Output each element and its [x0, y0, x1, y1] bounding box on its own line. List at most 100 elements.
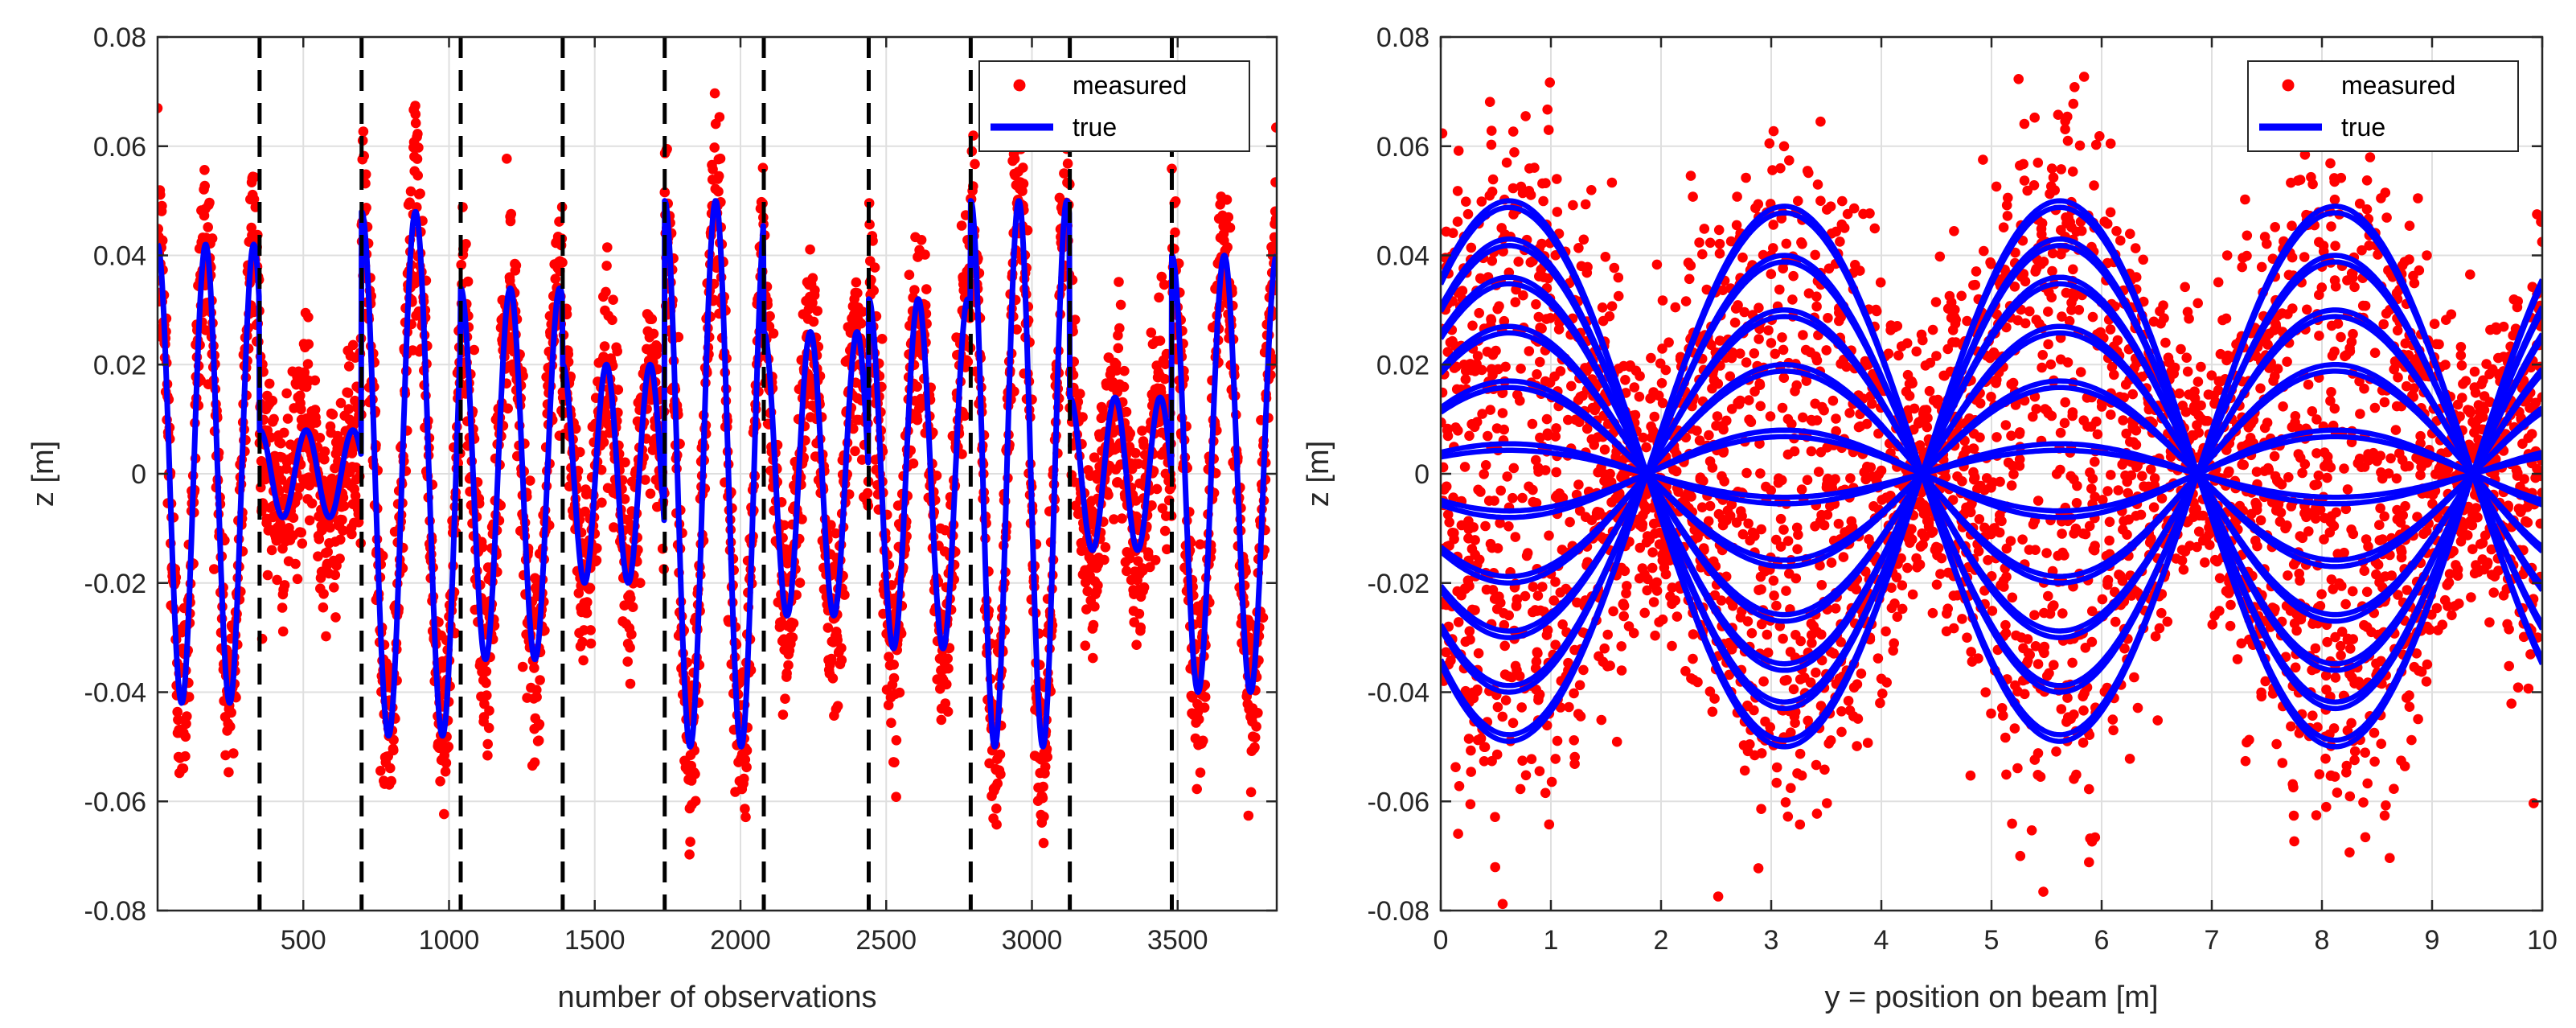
left-measured-point [284, 523, 294, 533]
right-measured-point [2336, 650, 2346, 661]
left-measured-point [1099, 554, 1110, 565]
left-measured-point [462, 276, 474, 287]
left-measured-point [338, 492, 349, 503]
right-measured-point [1507, 492, 1518, 504]
right-measured-point [1825, 201, 1836, 212]
left-measured-point [246, 222, 257, 233]
left-measured-point [603, 419, 613, 430]
left-measured-point [891, 792, 901, 802]
left-measured-point [577, 636, 588, 648]
left-legend-measured-marker [1013, 79, 1026, 92]
right-measured-point [2069, 774, 2079, 784]
left-measured-point [529, 757, 540, 768]
left-measured-point [461, 239, 471, 249]
left-measured-point [272, 574, 282, 586]
left-measured-point [648, 328, 659, 339]
left-measured-point [1009, 154, 1020, 164]
right-measured-point [2087, 311, 2098, 323]
left-measured-point [1245, 787, 1257, 798]
right-measured-point [2078, 705, 2089, 716]
left-measured-point [412, 129, 423, 139]
left-measured-point [409, 278, 420, 289]
right-measured-point [2060, 397, 2070, 408]
left-measured-point [351, 462, 362, 473]
right-measured-point [2504, 660, 2514, 672]
right-measured-point [2311, 448, 2322, 458]
right-measured-point [1526, 754, 1537, 764]
left-measured-point [582, 597, 593, 607]
right-measured-point [2303, 526, 2314, 537]
right-measured-point [1836, 726, 1847, 738]
left-measured-point [715, 153, 726, 164]
left-measured-point [1222, 242, 1233, 253]
right-measured-point [1831, 413, 1841, 424]
left-measured-point [181, 718, 191, 730]
left-measured-point [295, 390, 306, 401]
left-measured-point [204, 197, 215, 208]
left-measured-point [385, 763, 396, 774]
left-measured-point [714, 112, 725, 122]
left-measured-point [279, 427, 289, 438]
left-measured-point [991, 803, 1002, 814]
left-legend-true-label: true [1073, 113, 1117, 142]
left-measured-point [942, 653, 953, 664]
left-measured-point [1125, 428, 1135, 439]
left-measured-point [1131, 639, 1142, 650]
left-measured-point [1117, 513, 1127, 524]
right-measured-point [1606, 177, 1618, 188]
right-measured-point [2283, 570, 2293, 581]
left-measured-point [855, 318, 867, 329]
left-measured-point [607, 315, 617, 326]
right-measured-point [2447, 610, 2457, 621]
right-measured-point [1927, 607, 1938, 619]
left-measured-point [995, 769, 1006, 779]
right-measured-point [1486, 125, 1497, 136]
left-measured-point [1134, 608, 1145, 619]
left-measured-point [602, 242, 613, 253]
right-measured-point [1869, 223, 1881, 234]
left-measured-point [608, 294, 618, 306]
right-measured-point [1707, 463, 1718, 473]
left-y-axis-label: z [m] [27, 441, 60, 507]
left-measured-point [410, 117, 421, 129]
right-measured-point [1755, 468, 1766, 479]
left-measured-point [888, 660, 899, 670]
right-measured-point [1454, 781, 1465, 792]
right-measured-point [1608, 606, 1618, 617]
left-measured-point [302, 359, 314, 369]
left-measured-point [456, 259, 466, 270]
left-measured-point [534, 719, 545, 730]
left-measured-point [888, 672, 900, 684]
left-measured-point [533, 735, 544, 746]
left-measured-point [709, 88, 720, 99]
left-measured-point [1088, 619, 1099, 631]
left-measured-point [276, 438, 286, 449]
left-measured-point [739, 773, 749, 784]
left-measured-point [293, 491, 303, 502]
right-measured-point [2342, 484, 2353, 495]
right-measured-point [2314, 331, 2324, 341]
left-measured-point [158, 200, 167, 212]
left-measured-point [481, 677, 491, 689]
left-measured-point [334, 553, 345, 564]
left-measured-point [812, 306, 822, 316]
left-measured-point [358, 126, 369, 137]
right-measured-point [2369, 727, 2380, 738]
left-measured-point [182, 711, 192, 722]
left-measured-point [483, 722, 494, 734]
left-measured-point [178, 763, 189, 774]
right-measured-point [2029, 112, 2040, 123]
left-measured-point [531, 692, 542, 702]
left-measured-point [591, 555, 602, 565]
left-measured-point [1059, 168, 1069, 179]
left-measured-point [410, 101, 420, 111]
left-measured-point [626, 629, 637, 639]
left-measured-point [787, 632, 798, 643]
left-measured-point [319, 446, 330, 457]
right-measured-point [2074, 140, 2086, 151]
left-measured-point [262, 570, 273, 581]
left-measured-point [269, 413, 279, 425]
left-measured-point [1089, 601, 1100, 612]
left-measured-point [412, 170, 423, 181]
left-measured-point [1088, 652, 1098, 664]
